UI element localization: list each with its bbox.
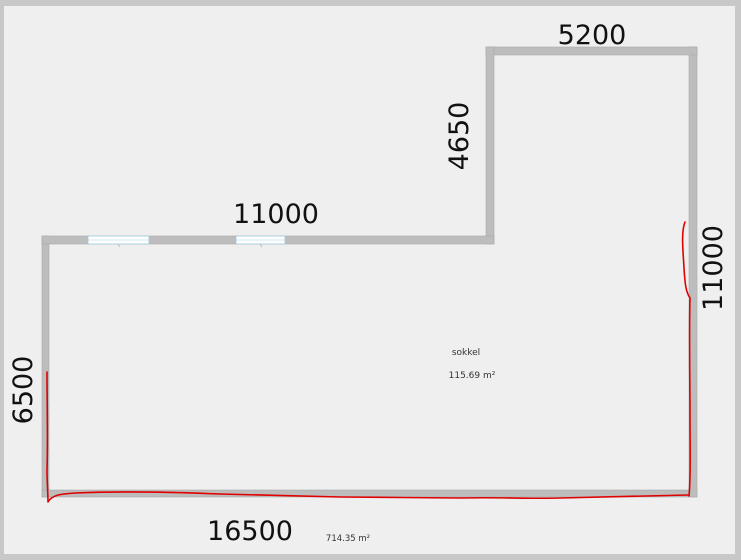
total-area: 714.35 m² [326, 534, 370, 544]
window-1[interactable] [87, 235, 150, 248]
room-area: 115.69 m² [449, 371, 496, 381]
annotation-right-stroke [681, 221, 692, 497]
dimension-top-right: 5200 [558, 20, 627, 51]
dimension-inner-vertical: 4650 [444, 102, 475, 171]
wall-inner-vertical[interactable] [485, 46, 495, 245]
wall-bottom[interactable] [41, 489, 698, 498]
walls [41, 46, 698, 498]
annotation-left-bottom-stroke [46, 371, 689, 503]
room-name[interactable]: sokkel [452, 348, 480, 358]
plan-canvas[interactable] [4, 6, 735, 554]
dimension-left: 6500 [8, 356, 39, 425]
red-annotation [46, 221, 692, 503]
window-2[interactable] [235, 235, 286, 248]
dimension-right: 11000 [698, 225, 729, 311]
dimension-top-left: 11000 [233, 199, 319, 230]
dimension-bottom: 16500 [207, 516, 293, 547]
